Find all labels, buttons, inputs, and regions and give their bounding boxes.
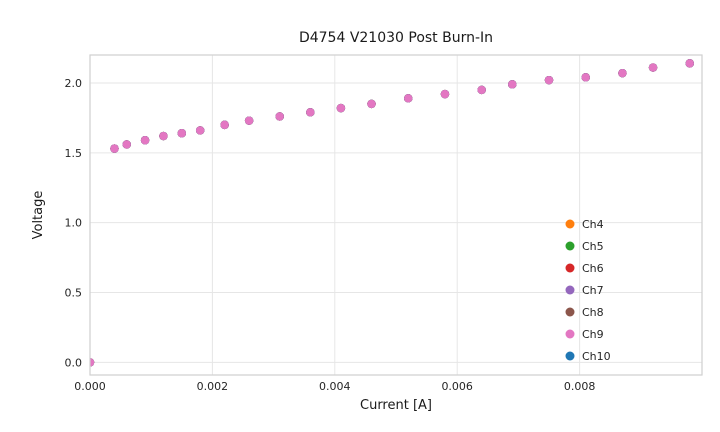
scatter-point (367, 99, 376, 109)
scatter-point (306, 108, 315, 117)
y-tick-label: 1.0 (65, 217, 83, 230)
y-tick-label: 2.0 (65, 77, 83, 90)
legend-label: Ch7 (582, 284, 604, 297)
scatter-point (648, 63, 658, 72)
scatter-point (275, 112, 284, 121)
y-axis-label: Voltage (31, 191, 46, 240)
legend-label: Ch8 (582, 306, 604, 319)
legend-item: Ch9 (565, 328, 604, 341)
scatter-point (110, 144, 119, 153)
y-tick-label: 1.5 (65, 147, 83, 160)
legend-marker (565, 241, 575, 251)
scatter-point (618, 68, 627, 78)
legend-label: Ch10 (582, 350, 611, 363)
scatter-point (220, 120, 229, 130)
legend-item: Ch10 (565, 350, 611, 363)
x-tick-label: 0.000 (74, 380, 106, 393)
legend-item: Ch4 (565, 218, 604, 231)
scatter-point (440, 89, 450, 99)
legend-label: Ch9 (582, 328, 604, 341)
series-Ch9 (90, 59, 694, 367)
x-tick-label: 0.006 (441, 380, 473, 393)
legend-item: Ch5 (565, 240, 604, 253)
grid-layer (89, 55, 702, 375)
legend-marker (565, 351, 575, 361)
legend-item: Ch6 (565, 262, 604, 275)
scatter-point (177, 129, 186, 138)
scatter-point (581, 73, 590, 82)
scatter-point (404, 94, 413, 103)
scatter-point (336, 103, 346, 113)
plot-frame (89, 54, 703, 376)
scatter-point (508, 80, 517, 89)
scatter-point (244, 116, 254, 125)
legend: Ch4 Ch5 Ch6 Ch7 Ch8 Ch9 Ch10 (565, 218, 611, 363)
legend-label: Ch4 (582, 218, 604, 231)
scatter-point (195, 126, 205, 135)
scatter-point (544, 75, 554, 85)
x-axis-label: Current [A] (360, 398, 432, 413)
legend-marker (565, 219, 575, 229)
x-tick-label: 0.004 (319, 380, 351, 393)
y-tick-label: 0.5 (65, 287, 83, 300)
legend-marker (565, 285, 575, 295)
legend-marker (565, 263, 575, 273)
legend-marker (565, 307, 575, 317)
legend-label: Ch6 (582, 262, 604, 275)
y-tick-label: 0.0 (65, 356, 83, 369)
x-tick-label: 0.008 (564, 380, 596, 393)
scatter-point (90, 358, 95, 367)
tick-layer: 0.000 0.002 0.004 0.006 0.008 0.0 0.5 1.0 1.5 2.0 (65, 77, 596, 393)
scatter-point (122, 140, 131, 149)
legend-label: Ch5 (582, 240, 604, 253)
x-tick-label: 0.002 (197, 380, 229, 393)
scatter-point (477, 85, 486, 95)
legend-item: Ch7 (565, 284, 604, 297)
legend-marker (565, 329, 575, 339)
scatter-point (685, 59, 694, 68)
legend-item: Ch8 (565, 306, 604, 319)
plot-background (90, 55, 702, 375)
points-layer (90, 59, 694, 367)
chart-title: D4754 V21030 Post Burn-In (299, 30, 493, 46)
scatter-point (140, 136, 150, 145)
scatter-point (159, 131, 168, 141)
plot-spines (89, 54, 703, 376)
